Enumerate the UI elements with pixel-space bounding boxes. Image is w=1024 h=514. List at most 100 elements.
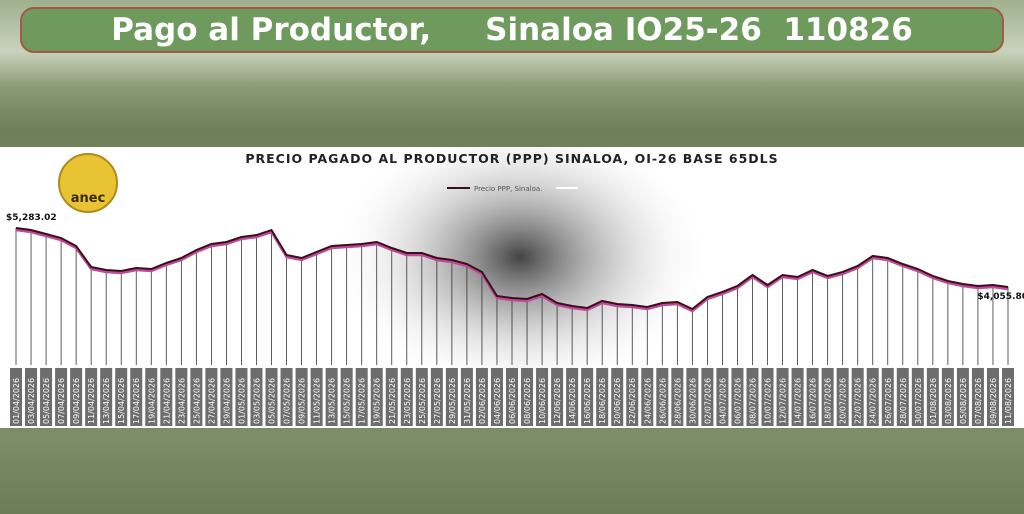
x-label-bg	[475, 368, 488, 426]
x-tick-label: 29/05/2026	[448, 378, 457, 424]
x-tick-label: 16/07/2026	[809, 378, 818, 424]
x-label-bg	[55, 368, 68, 426]
x-tick-label: 27/05/2026	[433, 378, 442, 424]
x-tick-label: 30/06/2026	[688, 378, 697, 424]
x-label-bg	[851, 368, 864, 426]
x-tick-label: 05/04/2026	[42, 378, 51, 424]
x-tick-label: 31/05/2026	[463, 378, 472, 424]
x-label-bg	[581, 368, 594, 426]
chart-title: PRECIO PAGADO AL PRODUCTOR (PPP) SINALOA…	[245, 151, 778, 166]
x-label-bg	[506, 368, 518, 426]
x-tick-label: 07/04/2026	[57, 378, 66, 424]
x-tick-label: 06/06/2026	[508, 378, 517, 424]
x-tick-label: 12/06/2026	[553, 378, 562, 424]
x-tick-label: 03/05/2026	[252, 378, 261, 424]
x-label-bg	[115, 368, 128, 426]
x-label-bg	[686, 368, 699, 426]
x-label-bg	[145, 368, 158, 426]
legend-label: Precio PPP, Sinaloa.	[474, 185, 542, 193]
x-label-bg	[941, 368, 954, 426]
x-label-bg	[896, 368, 909, 426]
x-label-bg	[385, 368, 398, 426]
x-label-bg	[175, 368, 188, 426]
logo-text: anec	[71, 191, 106, 206]
x-tick-label: 05/08/2026	[959, 378, 968, 424]
x-label-bg	[1002, 368, 1014, 426]
x-tick-label: 23/04/2026	[177, 378, 186, 424]
x-label-bg	[806, 368, 819, 426]
x-tick-label: 14/06/2026	[568, 378, 577, 424]
x-label-bg	[415, 368, 428, 426]
chart: anec PRECIO PAGADO AL PRODUCTOR (PPP) SI…	[0, 147, 1024, 428]
x-label-bg	[776, 368, 789, 426]
x-label-bg	[821, 368, 834, 426]
x-tick-label: 26/06/2026	[658, 378, 667, 424]
x-tick-label: 01/08/2026	[929, 378, 938, 424]
x-tick-label: 05/05/2026	[268, 378, 277, 424]
x-label-bg	[701, 368, 714, 426]
x-tick-label: 04/06/2026	[493, 378, 502, 424]
x-label-bg	[731, 368, 744, 426]
x-tick-label: 26/07/2026	[884, 378, 893, 424]
x-label-bg	[130, 368, 143, 426]
x-label-bg	[265, 368, 278, 426]
x-tick-label: 28/06/2026	[673, 378, 682, 424]
x-label-bg	[40, 368, 53, 426]
logo	[58, 153, 118, 213]
x-label-bg	[340, 368, 353, 426]
x-label-bg	[911, 368, 924, 426]
x-label-bg	[400, 368, 413, 426]
x-tick-label: 01/05/2026	[237, 378, 246, 424]
x-label-bg	[10, 368, 22, 426]
x-tick-label: 02/06/2026	[478, 378, 487, 424]
x-tick-label: 22/07/2026	[854, 378, 863, 424]
x-label-bg	[490, 368, 503, 426]
x-label-bg	[70, 368, 83, 426]
x-tick-label: 08/06/2026	[523, 378, 532, 424]
x-tick-label: 15/05/2026	[343, 378, 352, 424]
x-tick-label: 19/05/2026	[373, 378, 382, 424]
x-tick-label: 03/04/2026	[27, 378, 36, 424]
x-tick-label: 20/07/2026	[839, 378, 848, 424]
x-tick-label: 19/04/2026	[147, 378, 156, 424]
x-tick-label: 07/08/2026	[974, 378, 983, 424]
x-label-bg	[160, 368, 173, 426]
x-tick-label: 09/08/2026	[989, 378, 998, 424]
x-tick-label: 12/07/2026	[779, 378, 788, 424]
x-tick-label: 13/04/2026	[102, 378, 111, 424]
x-label-bg	[611, 368, 624, 426]
x-label-bg	[100, 368, 113, 426]
x-tick-label: 11/08/2026	[1004, 378, 1013, 424]
x-label-bg	[190, 368, 203, 426]
x-label-bg	[671, 368, 684, 426]
x-label-bg	[280, 368, 293, 426]
x-tick-label: 06/07/2026	[733, 378, 742, 424]
x-label-bg	[746, 368, 759, 426]
x-label-bg	[220, 368, 233, 426]
x-label-bg	[205, 368, 218, 426]
x-label-bg	[866, 368, 879, 426]
x-label-bg	[656, 368, 669, 426]
x-tick-label: 23/05/2026	[403, 378, 412, 424]
x-tick-label: 10/07/2026	[764, 378, 773, 424]
x-label-bg	[536, 368, 549, 426]
x-tick-label: 07/05/2026	[283, 378, 292, 424]
x-label-bg	[881, 368, 894, 426]
x-label-bg	[926, 368, 939, 426]
x-tick-label: 11/05/2026	[313, 378, 322, 424]
x-label-bg	[971, 368, 984, 426]
x-tick-label: 10/06/2026	[538, 378, 547, 424]
x-label-bg	[791, 368, 804, 426]
x-label-bg	[430, 368, 443, 426]
x-label-bg	[295, 368, 308, 426]
x-label-bg	[85, 368, 98, 426]
x-label-bg	[310, 368, 323, 426]
x-tick-label: 21/05/2026	[388, 378, 397, 424]
x-label-bg	[566, 368, 579, 426]
x-label-bg	[235, 368, 248, 426]
x-label-bg	[836, 368, 849, 426]
x-tick-label: 15/04/2026	[117, 378, 126, 424]
x-tick-label: 18/06/2026	[598, 378, 607, 424]
x-tick-label: 08/07/2026	[748, 378, 757, 424]
